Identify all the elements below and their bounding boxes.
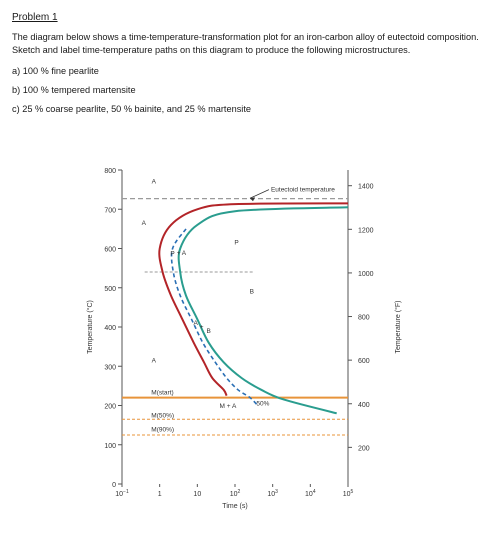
part-c: c) 25 % coarse pearlite, 50 % bainite, a… <box>12 104 252 114</box>
x-tick-label: 105 <box>343 489 354 498</box>
y-tick-label-right: 800 <box>358 315 370 322</box>
region-label: + <box>200 324 204 331</box>
y-axis-label-right: Temperature (°F) <box>394 301 402 354</box>
region-label: + <box>177 250 181 257</box>
region-label: P <box>170 251 174 258</box>
x-tick-label: 102 <box>230 489 241 498</box>
part-b: b) 100 % tempered martensite <box>12 85 136 95</box>
y-tick-label-left: 300 <box>104 364 116 371</box>
x-tick-label: 1 <box>158 491 162 498</box>
eutectoid-label: Eutectoid temperature <box>271 187 335 194</box>
x-tick-label: 10−1 <box>115 489 129 498</box>
ttt-diagram: 0 100 200 300 400 500 600 700 800 Temperature (°C… <box>86 168 402 510</box>
y-tick-label-left: 200 <box>104 404 116 411</box>
x-tick-label: 103 <box>267 489 278 498</box>
m50-label: M(50%) <box>151 412 174 419</box>
region-label: B <box>207 328 211 335</box>
curve-finish <box>177 206 349 415</box>
problem-title: Problem 1 <box>12 12 58 23</box>
ms-start-label: M(start) <box>151 390 173 397</box>
y-tick-label-right: 200 <box>358 445 370 452</box>
eutectoid-arrow <box>249 189 270 199</box>
part-a: a) 100 % fine pearlite <box>12 66 99 76</box>
region-label: B <box>250 289 254 296</box>
y-tick-label-left: 100 <box>104 443 116 450</box>
x-axis-label: Time (s) <box>222 503 247 510</box>
region-label: A <box>193 320 198 327</box>
y-tick-label-left: 500 <box>104 286 116 293</box>
region-label: 50% <box>256 401 269 408</box>
m90-label: M(90%) <box>151 426 174 433</box>
eutectoid-arrowhead <box>249 197 255 202</box>
y-axis-label-left: Temperature (°C) <box>86 300 94 354</box>
y-tick-label-left: 600 <box>104 247 116 254</box>
region-label: A <box>152 357 157 364</box>
region-label: A <box>182 250 187 257</box>
y-tick-label-right: 1000 <box>358 271 374 278</box>
y-tick-label-right: 1200 <box>358 227 374 234</box>
y-tick-label-right: 600 <box>358 358 370 365</box>
y-tick-label-left: 700 <box>104 207 116 214</box>
y-tick-label-left: 400 <box>104 325 116 332</box>
problem-statement: Problem 1 The diagram below shows a time… <box>12 12 488 122</box>
curve-start <box>158 202 349 397</box>
x-tick-label: 10 <box>193 491 201 498</box>
region-label: A <box>142 220 147 227</box>
x-tick-label: 104 <box>305 489 316 498</box>
problem-intro: The diagram below shows a time-temperatu… <box>12 32 479 55</box>
y-tick-label-left: 0 <box>112 482 116 489</box>
region-label: A <box>152 179 157 186</box>
y-tick-label-left: 800 <box>104 168 116 175</box>
region-label: M + A <box>220 403 237 410</box>
region-label: P <box>234 240 238 247</box>
y-tick-label-right: 400 <box>358 402 370 409</box>
y-tick-label-right: 1400 <box>358 184 374 191</box>
